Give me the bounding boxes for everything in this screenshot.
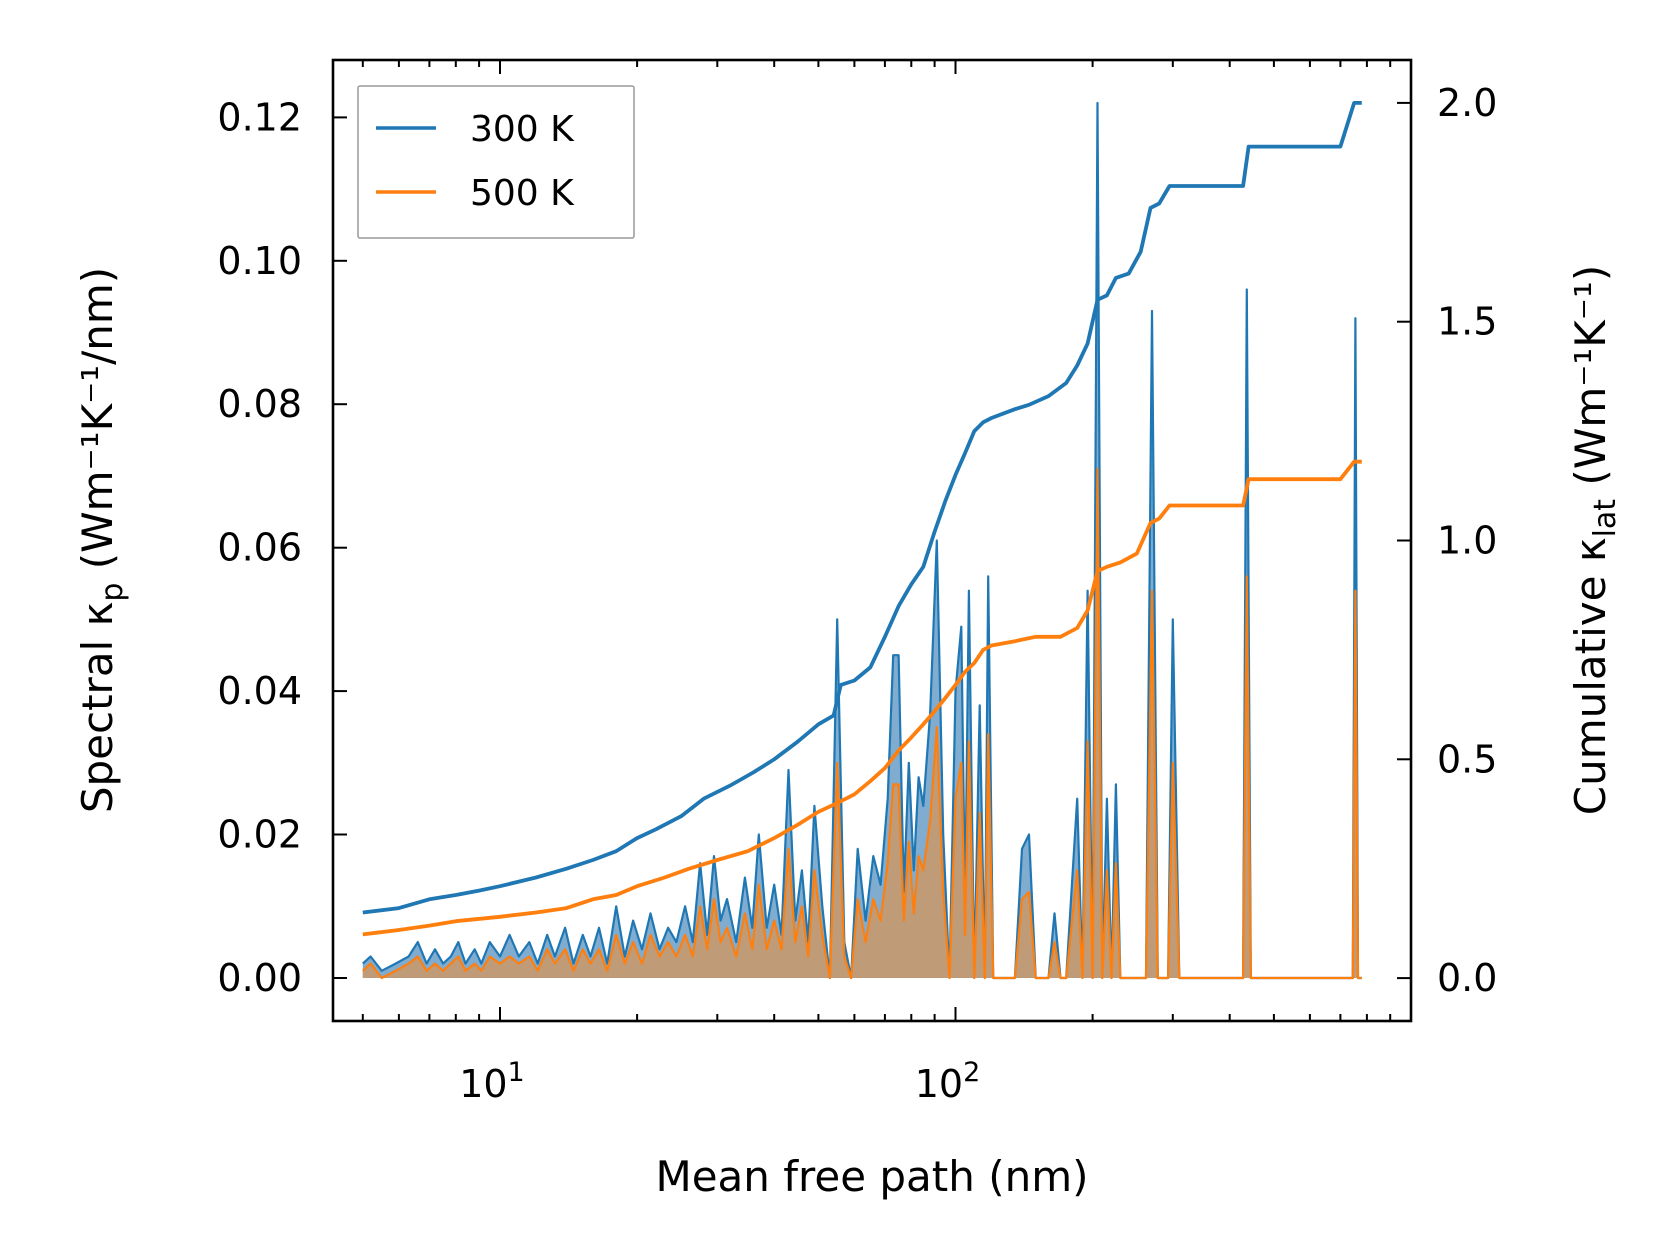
- y-left-tick-label: 0.06: [217, 526, 302, 570]
- y-left-tick-label: 0.02: [217, 813, 302, 857]
- legend-label-500k: 500 K: [470, 173, 575, 214]
- x-axis-label: Mean free path (nm): [655, 1152, 1088, 1201]
- x-tick-label-base: 10: [459, 1062, 507, 1106]
- cumulative-line-500k: [362, 459, 1362, 937]
- y-right-tick-label: 0.0: [1437, 956, 1497, 1000]
- x-tick-label: 102: [915, 1057, 981, 1106]
- y-left-label-space: [73, 569, 122, 582]
- y-left-tick-label: 0.04: [217, 669, 302, 713]
- cumulative-line-300k: [362, 101, 1362, 915]
- y-left-label-sub: p: [95, 583, 130, 602]
- axis-ticks: [333, 60, 1412, 1021]
- y-right-label-sub: lat: [1588, 499, 1623, 538]
- y-right-tick-label: 1.0: [1437, 519, 1497, 563]
- y-right-tick-label: 1.5: [1437, 300, 1497, 344]
- y-left-label-units: (Wm⁻¹K⁻¹/nm): [73, 267, 122, 569]
- y-axis-right-label: Cumulative κlat (Wm⁻¹K⁻¹): [1566, 265, 1623, 815]
- x-tick-label-base: 10: [915, 1062, 963, 1106]
- y-right-label-space: [1566, 486, 1615, 499]
- x-tick-label-exp: 2: [963, 1057, 980, 1088]
- y-left-tick-label: 0.12: [217, 95, 302, 139]
- y-right-label-main: Cumulative κ: [1566, 537, 1615, 815]
- y-left-tick-label: 0.10: [217, 239, 302, 283]
- y-left-tick-label: 0.00: [217, 956, 302, 1000]
- plot-area: [362, 101, 1362, 980]
- legend-box: [357, 85, 635, 239]
- series-lines: [362, 101, 1362, 937]
- legend-label-300k: 300 K: [470, 109, 575, 150]
- legend: 300 K 500 K: [357, 85, 635, 239]
- y-right-tick-label: 2.0: [1437, 81, 1497, 125]
- y-left-tick-label: 0.08: [217, 382, 302, 426]
- axis-tick-labels: 101 1020.000.020.040.060.080.100.120.00.5…: [217, 81, 1497, 1106]
- x-tick-label-exp: 1: [508, 1057, 525, 1088]
- x-tick-label: 101: [459, 1057, 525, 1106]
- spectral-fills: [362, 101, 1362, 980]
- y-left-label-main: Spectral κ: [73, 602, 122, 814]
- y-right-label-units: (Wm⁻¹K⁻¹): [1566, 265, 1615, 486]
- y-right-tick-label: 0.5: [1437, 737, 1497, 781]
- y-axis-left-label: Spectral κp (Wm⁻¹K⁻¹/nm): [73, 267, 130, 813]
- spectral-line-500k: [362, 467, 1362, 980]
